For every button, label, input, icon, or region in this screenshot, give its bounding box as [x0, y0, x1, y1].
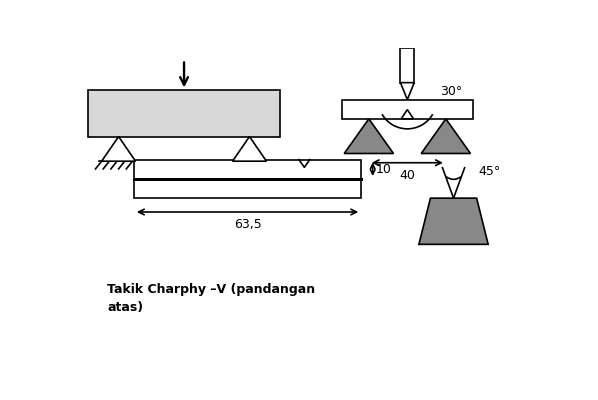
Bar	[88, 90, 280, 136]
Polygon shape	[421, 119, 471, 154]
Text: 30°: 30°	[441, 85, 463, 98]
Text: Takik Charphy –V (pandangan
atas): Takik Charphy –V (pandangan atas)	[107, 283, 315, 314]
Polygon shape	[401, 83, 414, 100]
Polygon shape	[102, 136, 136, 161]
Polygon shape	[344, 119, 393, 154]
Text: 40: 40	[399, 169, 415, 182]
Text: 10: 10	[376, 163, 392, 176]
Polygon shape	[233, 136, 267, 161]
Text: 63,5: 63,5	[234, 218, 261, 231]
Polygon shape	[419, 198, 488, 244]
Text: 45°: 45°	[478, 165, 501, 178]
Bar	[401, 48, 414, 83]
Bar	[342, 100, 473, 119]
Bar	[134, 160, 361, 198]
Polygon shape	[401, 110, 413, 119]
